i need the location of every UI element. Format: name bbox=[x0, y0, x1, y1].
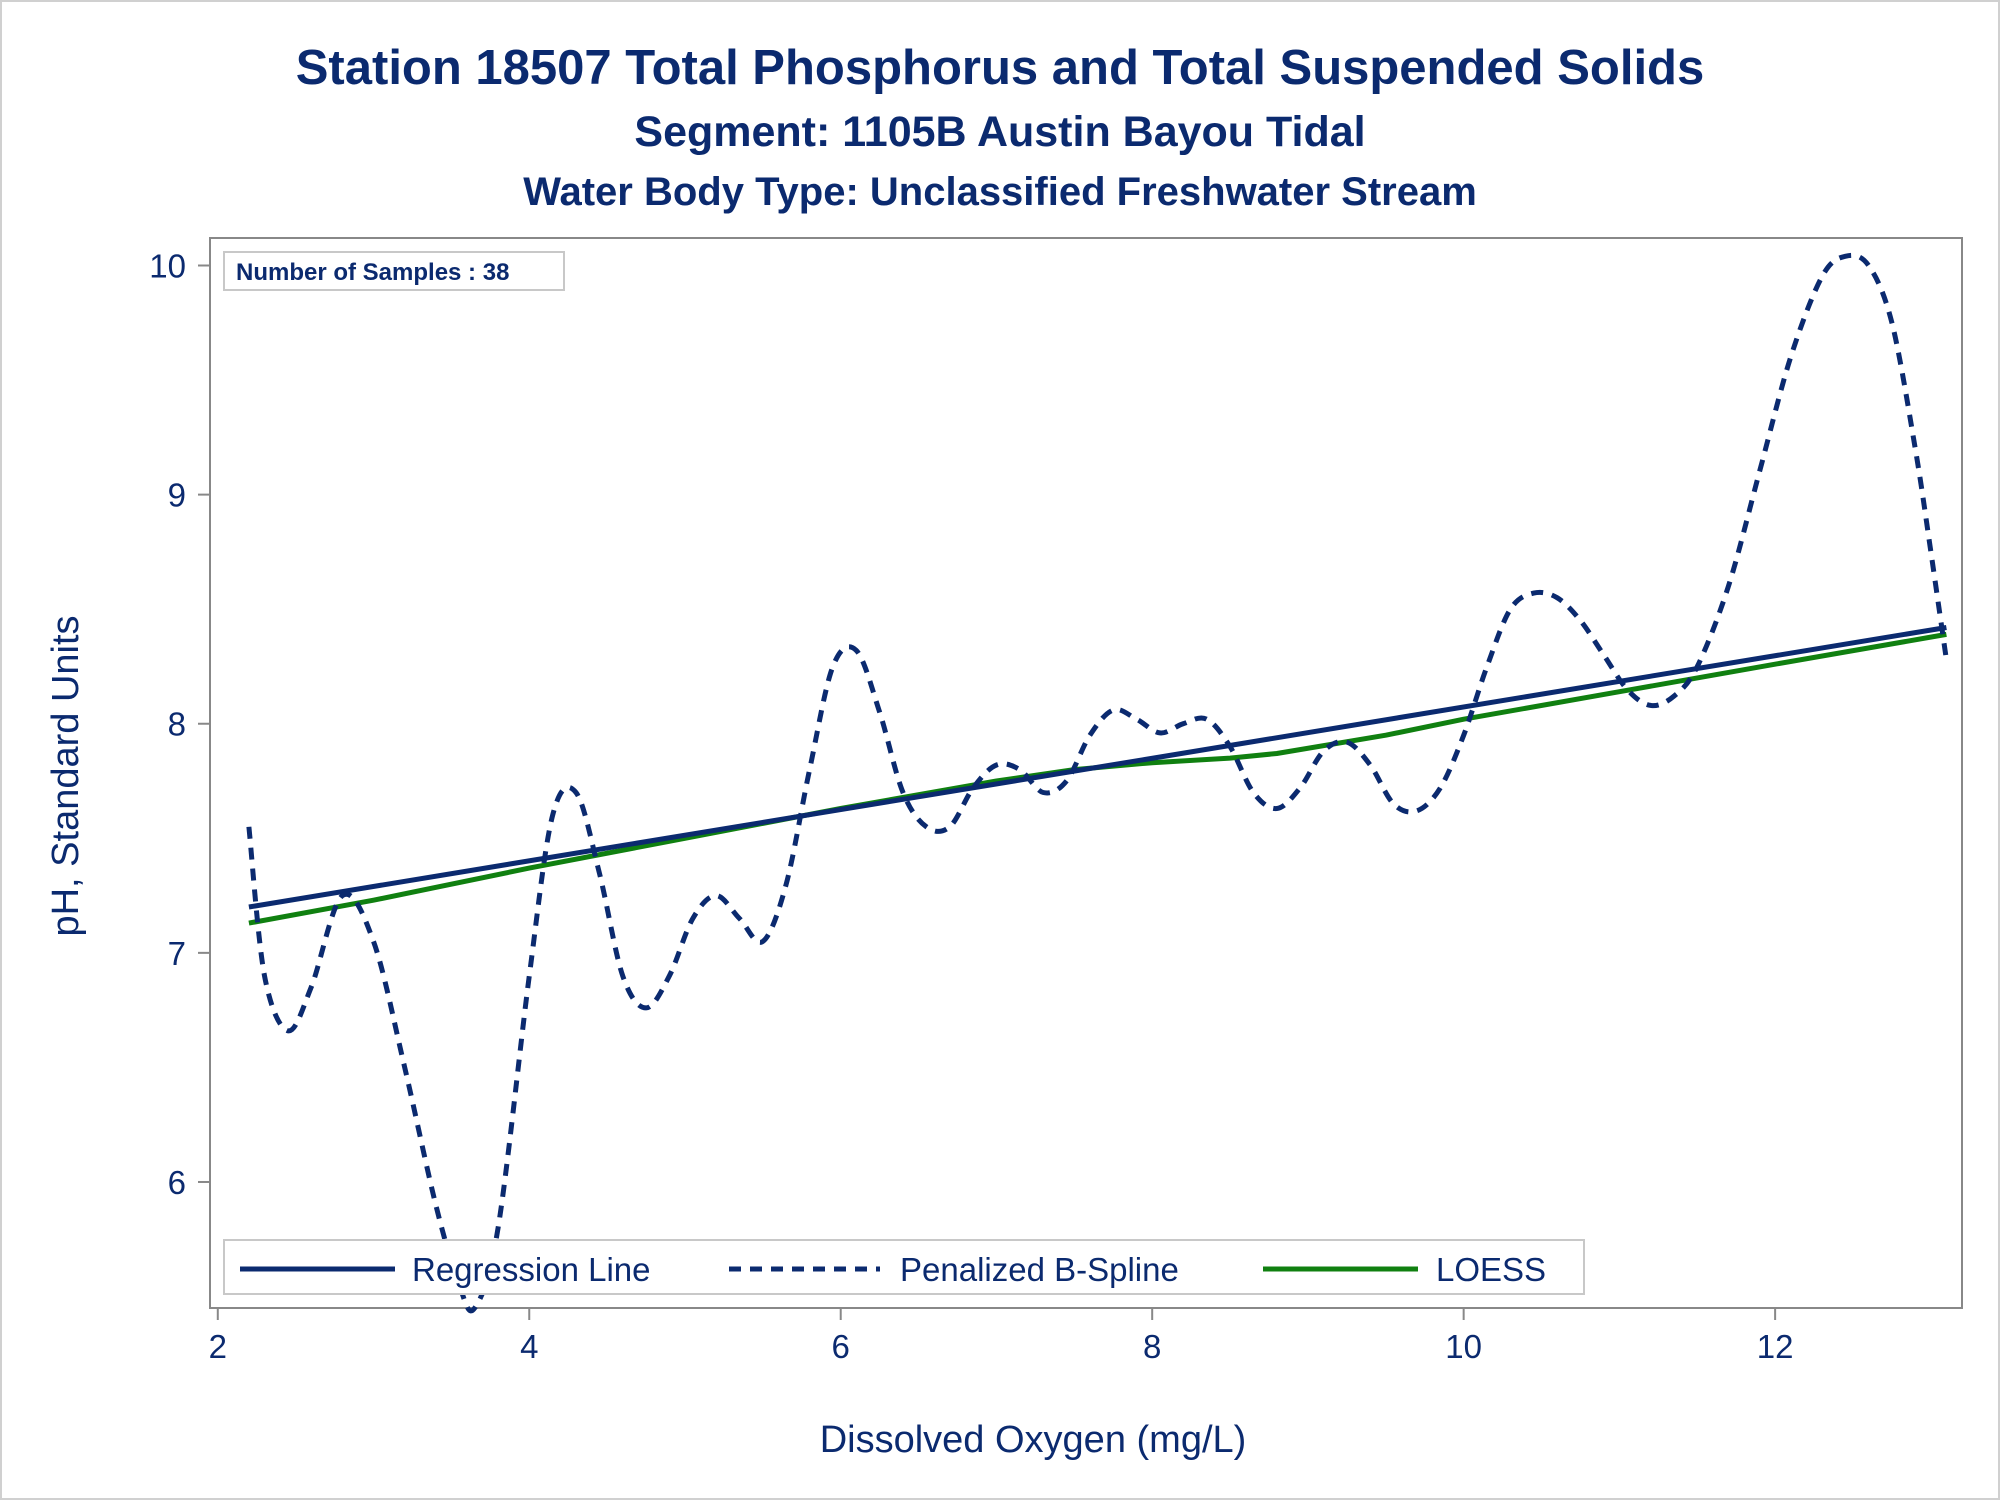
plot-frame bbox=[209, 237, 1963, 1309]
chart-subtitle-segment: Segment: 1105B Austin Bayou Tidal bbox=[634, 108, 1366, 156]
sample-count-text: Number of Samples : 38 bbox=[236, 259, 509, 286]
x-tick-label: 2 bbox=[209, 1328, 227, 1365]
legend: Regression Line Penalized B-Spline LOESS bbox=[223, 1239, 1585, 1295]
sample-count-box bbox=[223, 251, 565, 291]
y-tick-label: 8 bbox=[168, 706, 186, 743]
y-tick-label: 6 bbox=[168, 1164, 186, 1201]
penalized-b-spline-line bbox=[246, 252, 1949, 1314]
x-tick-label: 6 bbox=[832, 1328, 850, 1365]
plot-area: 2 4 6 8 10 12 6 7 8 9 10 bbox=[149, 237, 1963, 1365]
regression-line bbox=[248, 625, 1947, 910]
x-tick-label: 10 bbox=[1445, 1328, 1482, 1365]
x-tick-label: 12 bbox=[1757, 1328, 1794, 1365]
legend-label-loess: LOESS bbox=[1436, 1251, 1546, 1288]
y-tick-label: 10 bbox=[149, 247, 186, 284]
x-tick-label: 8 bbox=[1143, 1328, 1161, 1365]
y-axis-label: pH, Standard Units bbox=[45, 615, 87, 936]
sample-count-inset: Number of Samples : 38 bbox=[223, 251, 565, 291]
legend-label-regression: Regression Line bbox=[412, 1251, 650, 1288]
x-axis-label: Dissolved Oxygen (mg/L) bbox=[820, 1419, 1247, 1461]
y-tick-label: 7 bbox=[168, 935, 186, 972]
chart-title: Station 18507 Total Phosphorus and Total… bbox=[295, 41, 1705, 95]
x-tick-label: 4 bbox=[520, 1328, 538, 1365]
chart-subtitle-waterbody: Water Body Type: Unclassified Freshwater… bbox=[523, 170, 1477, 214]
legend-label-spline: Penalized B-Spline bbox=[900, 1251, 1179, 1288]
loess-line bbox=[248, 631, 1947, 926]
y-tick-label: 9 bbox=[168, 477, 186, 514]
